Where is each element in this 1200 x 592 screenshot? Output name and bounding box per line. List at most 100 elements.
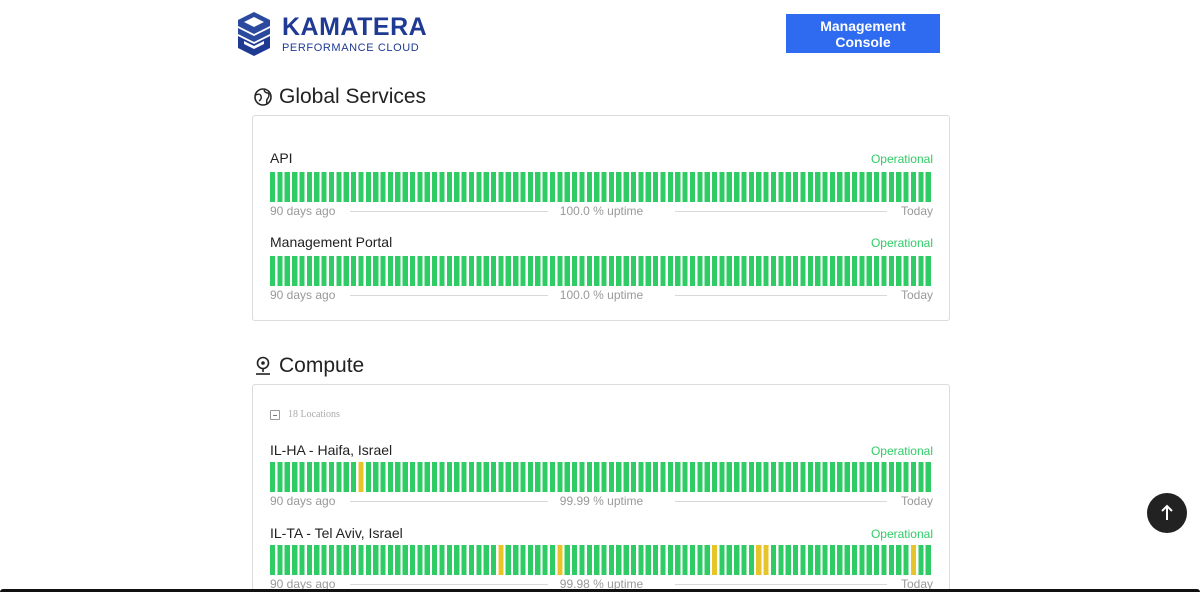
uptime-bar[interactable]	[778, 462, 784, 492]
uptime-bar[interactable]	[859, 545, 865, 575]
uptime-bar[interactable]	[292, 172, 298, 202]
uptime-bar[interactable]	[402, 256, 408, 286]
uptime-bar[interactable]	[704, 462, 710, 492]
uptime-bar-partial[interactable]	[712, 545, 718, 575]
uptime-bar[interactable]	[594, 462, 600, 492]
uptime-bar[interactable]	[468, 462, 475, 492]
uptime-bar[interactable]	[586, 462, 592, 492]
uptime-bar[interactable]	[380, 545, 386, 575]
uptime-bar[interactable]	[557, 256, 563, 286]
uptime-bar[interactable]	[328, 545, 335, 575]
uptime-bar[interactable]	[373, 256, 379, 286]
uptime-bar[interactable]	[653, 172, 659, 202]
uptime-bar[interactable]	[697, 545, 703, 575]
uptime-bar[interactable]	[513, 256, 519, 286]
uptime-bar[interactable]	[741, 256, 747, 286]
uptime-bar[interactable]	[572, 462, 578, 492]
uptime-bar[interactable]	[535, 256, 541, 286]
uptime-bar[interactable]	[815, 462, 821, 492]
uptime-bar[interactable]	[387, 462, 394, 492]
uptime-bar[interactable]	[675, 172, 681, 202]
uptime-bar[interactable]	[299, 172, 305, 202]
uptime-bar[interactable]	[306, 545, 312, 575]
uptime-bar[interactable]	[888, 545, 894, 575]
uptime-bar[interactable]	[653, 462, 659, 492]
uptime-bar[interactable]	[535, 545, 541, 575]
uptime-bar[interactable]	[689, 256, 696, 286]
uptime-bar[interactable]	[689, 545, 696, 575]
uptime-bar[interactable]	[653, 545, 659, 575]
uptime-bar[interactable]	[748, 172, 754, 202]
uptime-bar[interactable]	[284, 172, 290, 202]
uptime-bar[interactable]	[660, 462, 666, 492]
uptime-bar[interactable]	[645, 462, 651, 492]
uptime-bar[interactable]	[520, 256, 526, 286]
uptime-bar[interactable]	[439, 172, 445, 202]
uptime-bar[interactable]	[586, 545, 592, 575]
locations-toggle[interactable]: 18 Locations	[270, 409, 340, 420]
uptime-bar[interactable]	[387, 172, 394, 202]
uptime-bar[interactable]	[498, 256, 504, 286]
uptime-bar[interactable]	[881, 462, 887, 492]
uptime-bar[interactable]	[763, 256, 769, 286]
uptime-bar[interactable]	[645, 172, 651, 202]
uptime-bar[interactable]	[527, 256, 533, 286]
uptime-bar[interactable]	[903, 172, 909, 202]
uptime-bar[interactable]	[351, 462, 357, 492]
uptime-bar[interactable]	[380, 256, 386, 286]
uptime-bar[interactable]	[851, 256, 858, 286]
uptime-bar[interactable]	[402, 172, 408, 202]
uptime-bar[interactable]	[785, 545, 791, 575]
uptime-bar[interactable]	[793, 462, 799, 492]
uptime-bar[interactable]	[844, 172, 850, 202]
uptime-bar[interactable]	[822, 462, 828, 492]
uptime-bar[interactable]	[343, 172, 349, 202]
uptime-bar[interactable]	[675, 545, 681, 575]
uptime-bar[interactable]	[748, 545, 754, 575]
uptime-bar[interactable]	[822, 256, 828, 286]
uptime-bar[interactable]	[439, 256, 445, 286]
uptime-bar[interactable]	[704, 545, 710, 575]
uptime-bar[interactable]	[829, 462, 836, 492]
uptime-bar[interactable]	[866, 256, 872, 286]
uptime-bar[interactable]	[896, 256, 902, 286]
uptime-bar[interactable]	[712, 172, 718, 202]
uptime-bar[interactable]	[321, 545, 327, 575]
uptime-bar[interactable]	[284, 545, 290, 575]
uptime-bar[interactable]	[564, 545, 570, 575]
kamatera-logo[interactable]: KAMATERA PERFORMANCE CLOUD	[238, 12, 427, 56]
uptime-bar[interactable]	[424, 545, 430, 575]
uptime-bar[interactable]	[476, 545, 482, 575]
uptime-bar[interactable]	[829, 172, 836, 202]
uptime-bar[interactable]	[608, 256, 615, 286]
uptime-bar[interactable]	[476, 172, 482, 202]
uptime-bar[interactable]	[277, 256, 283, 286]
uptime-bar[interactable]	[874, 172, 880, 202]
uptime-bar[interactable]	[365, 462, 371, 492]
uptime-bar[interactable]	[874, 462, 880, 492]
uptime-bar[interactable]	[299, 256, 305, 286]
uptime-bar[interactable]	[439, 462, 445, 492]
uptime-bar[interactable]	[549, 172, 556, 202]
uptime-bar[interactable]	[483, 172, 489, 202]
uptime-bar[interactable]	[778, 545, 784, 575]
uptime-bar[interactable]	[454, 545, 460, 575]
uptime-bar[interactable]	[380, 462, 386, 492]
uptime-bar[interactable]	[667, 256, 673, 286]
uptime-bar[interactable]	[638, 462, 644, 492]
uptime-bar[interactable]	[734, 462, 740, 492]
uptime-bar[interactable]	[527, 172, 533, 202]
uptime-bar[interactable]	[365, 256, 371, 286]
uptime-bar[interactable]	[454, 256, 460, 286]
uptime-bar[interactable]	[910, 256, 917, 286]
uptime-bar[interactable]	[380, 172, 386, 202]
uptime-bar[interactable]	[910, 172, 917, 202]
uptime-bar[interactable]	[653, 256, 659, 286]
uptime-bar[interactable]	[483, 462, 489, 492]
uptime-bar[interactable]	[579, 545, 585, 575]
uptime-bar[interactable]	[520, 545, 526, 575]
uptime-bar[interactable]	[328, 462, 335, 492]
uptime-bar[interactable]	[829, 256, 836, 286]
uptime-bar[interactable]	[461, 462, 467, 492]
uptime-bar[interactable]	[689, 462, 696, 492]
